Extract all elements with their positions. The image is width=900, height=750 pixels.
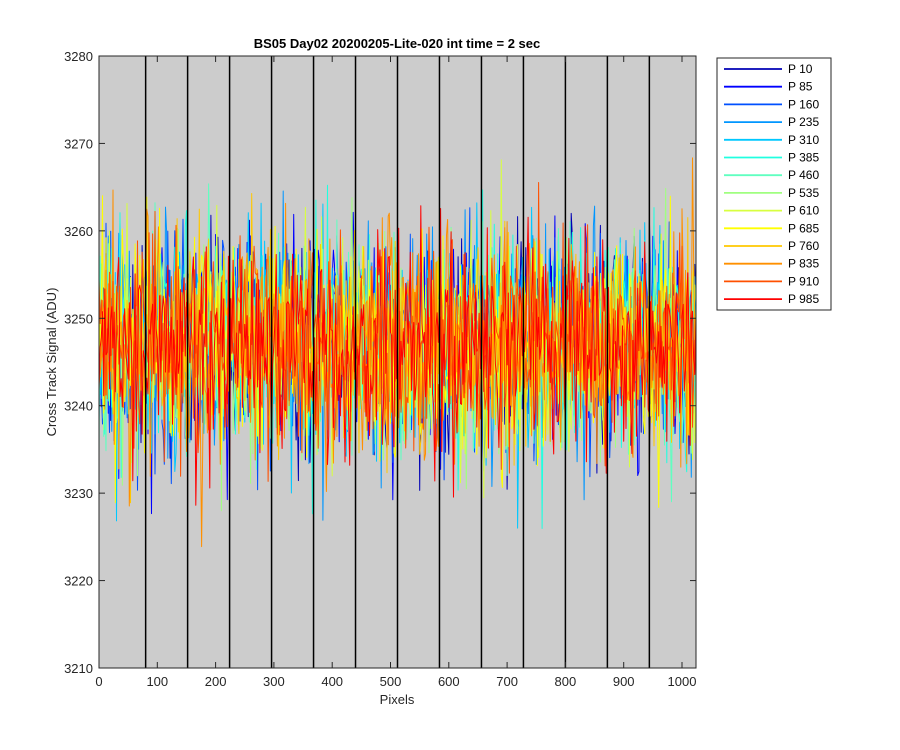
- legend-label: P 85: [788, 80, 813, 94]
- legend-label: P 910: [788, 274, 819, 288]
- y-tick-label: 3250: [64, 311, 93, 326]
- legend-label: P 835: [788, 257, 819, 271]
- x-tick-label: 300: [263, 674, 285, 689]
- legend-label: P 760: [788, 239, 819, 253]
- legend-label: P 310: [788, 133, 819, 147]
- x-axis-label: Pixels: [380, 692, 415, 707]
- y-tick-label: 3220: [64, 574, 93, 589]
- y-axis-label: Cross Track Signal (ADU): [44, 288, 59, 437]
- x-tick-label: 100: [146, 674, 168, 689]
- x-tick-label: 900: [613, 674, 635, 689]
- legend-label: P 985: [788, 292, 819, 306]
- legend-label: P 385: [788, 151, 819, 165]
- y-tick-label: 3230: [64, 486, 93, 501]
- y-tick-label: 3260: [64, 224, 93, 239]
- y-tick-label: 3280: [64, 49, 93, 64]
- x-tick-label: 800: [555, 674, 577, 689]
- legend-label: P 10: [788, 62, 813, 76]
- y-tick-label: 3270: [64, 136, 93, 151]
- plot-frame: [98, 55, 697, 669]
- legend-label: P 235: [788, 115, 819, 129]
- x-tick-label: 400: [321, 674, 343, 689]
- legend-box: [716, 57, 832, 311]
- x-tick-label: 500: [380, 674, 402, 689]
- chart-title: BS05 Day02 20200205-Lite-020 int time = …: [254, 36, 541, 51]
- legend-label: P 460: [788, 168, 819, 182]
- segment-boundaries: [144, 56, 651, 668]
- legend-label: P 685: [788, 221, 819, 235]
- y-tick-label: 3210: [64, 661, 93, 676]
- x-tick-label: 1000: [668, 674, 697, 689]
- x-axis-ticks: 0 100 200 300 400 500 600 700 800 900 1000: [95, 56, 696, 689]
- x-tick-label: 200: [205, 674, 227, 689]
- x-tick-label: 0: [95, 674, 102, 689]
- y-axis-ticks: 3210 3220 3230 3240 3250 3260 3270 3280: [64, 49, 696, 676]
- legend: P 10 P 85 P 160 P 235 P 310 P 385 P 460 P 535 P …: [716, 57, 832, 311]
- x-tick-label: 600: [438, 674, 460, 689]
- legend-label: P 535: [788, 186, 819, 200]
- legend-label: P 610: [788, 204, 819, 218]
- x-tick-label: 700: [496, 674, 518, 689]
- legend-label: P 160: [788, 97, 819, 111]
- y-tick-label: 3240: [64, 399, 93, 414]
